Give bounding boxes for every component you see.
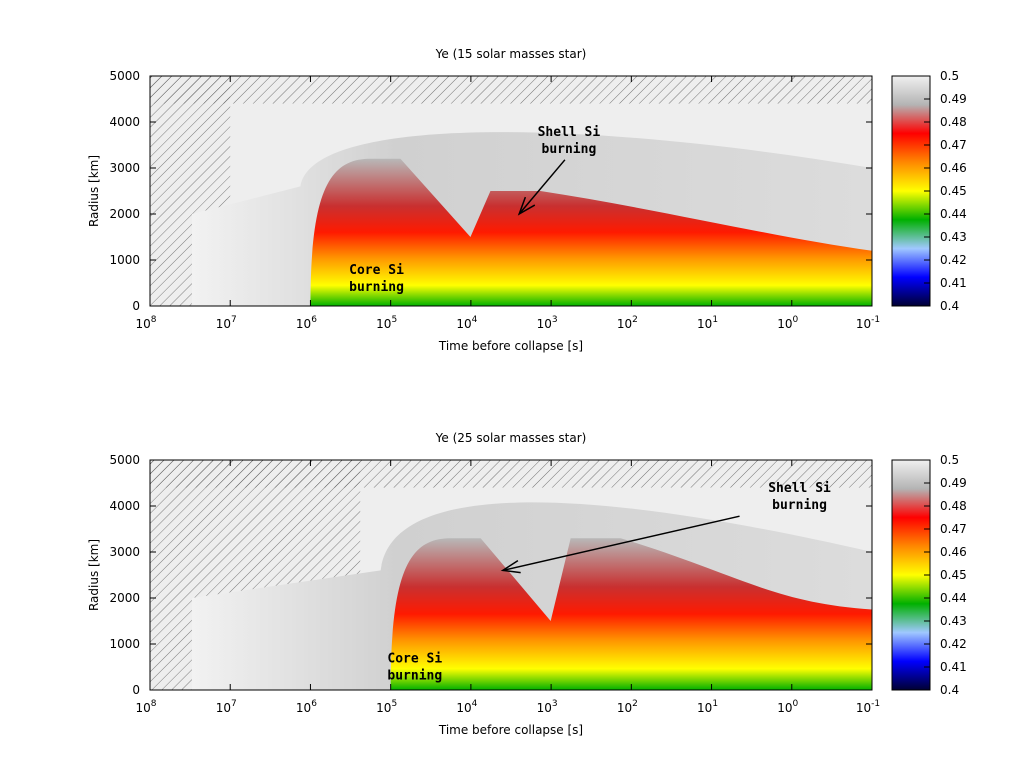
- plot-area: [150, 460, 872, 690]
- y-tick-label: 2000: [109, 591, 140, 605]
- x-tick-label: 101: [697, 315, 718, 331]
- annotation-core-si-burning: Core Si burning: [349, 263, 404, 295]
- annotation-arrow: [518, 159, 566, 215]
- y-tick-label: 0: [132, 299, 140, 313]
- core-region: [310, 158, 872, 306]
- annotation-arrow: [502, 515, 740, 572]
- x-tick-label: 104: [456, 699, 477, 715]
- chart-title: Ye (25 solar masses star): [435, 431, 587, 445]
- colorbar-tick-label: 0.43: [940, 614, 967, 628]
- y-tick-label: 3000: [109, 161, 140, 175]
- y-tick-label: 4000: [109, 499, 140, 513]
- chart-panel-2: Ye (25 solar masses star) 0 1000 2000 3000 40…: [87, 431, 967, 737]
- plot-frame: [149, 75, 873, 307]
- x-tick-label: 100: [777, 699, 798, 715]
- x-tick-label: 10-1: [856, 699, 880, 715]
- x-tick-label: 108: [135, 315, 156, 331]
- x-axis-label: Time before collapse [s]: [438, 339, 583, 353]
- y-tick-label: 2000: [109, 207, 140, 221]
- chart-panel-1: Ye (15 solar masses star) 0 1000 2000 3000 40…: [87, 47, 967, 353]
- plot-area: [150, 76, 872, 306]
- colorbar-tick-label: 0.48: [940, 115, 967, 129]
- y-tick-label: 4000: [109, 115, 140, 129]
- colorbar-tick-label: 0.46: [940, 161, 967, 175]
- x-tick-label: 106: [296, 315, 317, 331]
- colorbar-tick-label: 0.47: [940, 138, 967, 152]
- x-tick-label: 108: [135, 699, 156, 715]
- y-tick-label: 1000: [109, 637, 140, 651]
- colorbar-tick-label: 0.44: [940, 591, 967, 605]
- annotation-shell-si-burning: Shell Si burning: [538, 125, 601, 157]
- annotation-core-si-burning: Core Si burning: [387, 651, 442, 683]
- x-tick-label: 102: [617, 699, 638, 715]
- colorbar-tick-label: 0.43: [940, 230, 967, 244]
- colorbar-tick-label: 0.47: [940, 522, 967, 536]
- convective-zone-hatch: [150, 76, 872, 104]
- colorbar-tick-label: 0.5: [940, 69, 959, 83]
- colorbar-tick-label: 0.45: [940, 568, 967, 582]
- x-tick-label: 103: [537, 699, 558, 715]
- y-tick-label: 5000: [109, 453, 140, 467]
- y-tick-label: 0: [132, 683, 140, 697]
- colorbar-tick-label: 0.42: [940, 253, 967, 267]
- x-tick-label: 106: [296, 699, 317, 715]
- colorbar-tick-label: 0.44: [940, 207, 967, 221]
- colorbar-tick-label: 0.42: [940, 637, 967, 651]
- colorbar-tick-label: 0.48: [940, 499, 967, 513]
- annotation-shell-si-burning: Shell Si burning: [768, 481, 831, 513]
- colorbar-tick-label: 0.41: [940, 276, 967, 290]
- chart-title: Ye (15 solar masses star): [435, 47, 587, 61]
- x-tick-label: 107: [216, 699, 237, 715]
- colorbar-tick-label: 0.41: [940, 660, 967, 674]
- colorbar-tick-label: 0.5: [940, 453, 959, 467]
- x-tick-label: 100: [777, 315, 798, 331]
- colorbar-tick-label: 0.45: [940, 184, 967, 198]
- x-axis-label: Time before collapse [s]: [438, 723, 583, 737]
- x-tick-label: 103: [537, 315, 558, 331]
- x-tick-label: 105: [376, 699, 397, 715]
- colorbar-tick-label: 0.4: [940, 299, 959, 313]
- x-tick-label: 101: [697, 699, 718, 715]
- colorbar-tick-label: 0.49: [940, 476, 967, 490]
- x-tick-label: 104: [456, 315, 477, 331]
- annotation-arrowhead: [517, 196, 536, 216]
- x-tick-label: 102: [617, 315, 638, 331]
- x-tick-label: 105: [376, 315, 397, 331]
- colorbar: [891, 459, 931, 691]
- y-axis-label: Radius [km]: [87, 539, 101, 611]
- annotation-arrowhead: [500, 559, 521, 574]
- core-region: [390, 538, 872, 690]
- colorbar: [891, 75, 931, 307]
- y-axis-label: Radius [km]: [87, 155, 101, 227]
- plot-frame: [149, 459, 873, 691]
- colorbar-tick-label: 0.49: [940, 92, 967, 106]
- x-tick-label: 10-1: [856, 315, 880, 331]
- colorbar-tick-label: 0.46: [940, 545, 967, 559]
- x-tick-label: 107: [216, 315, 237, 331]
- y-tick-label: 1000: [109, 253, 140, 267]
- y-tick-label: 5000: [109, 69, 140, 83]
- y-tick-label: 3000: [109, 545, 140, 559]
- colorbar-tick-label: 0.4: [940, 683, 959, 697]
